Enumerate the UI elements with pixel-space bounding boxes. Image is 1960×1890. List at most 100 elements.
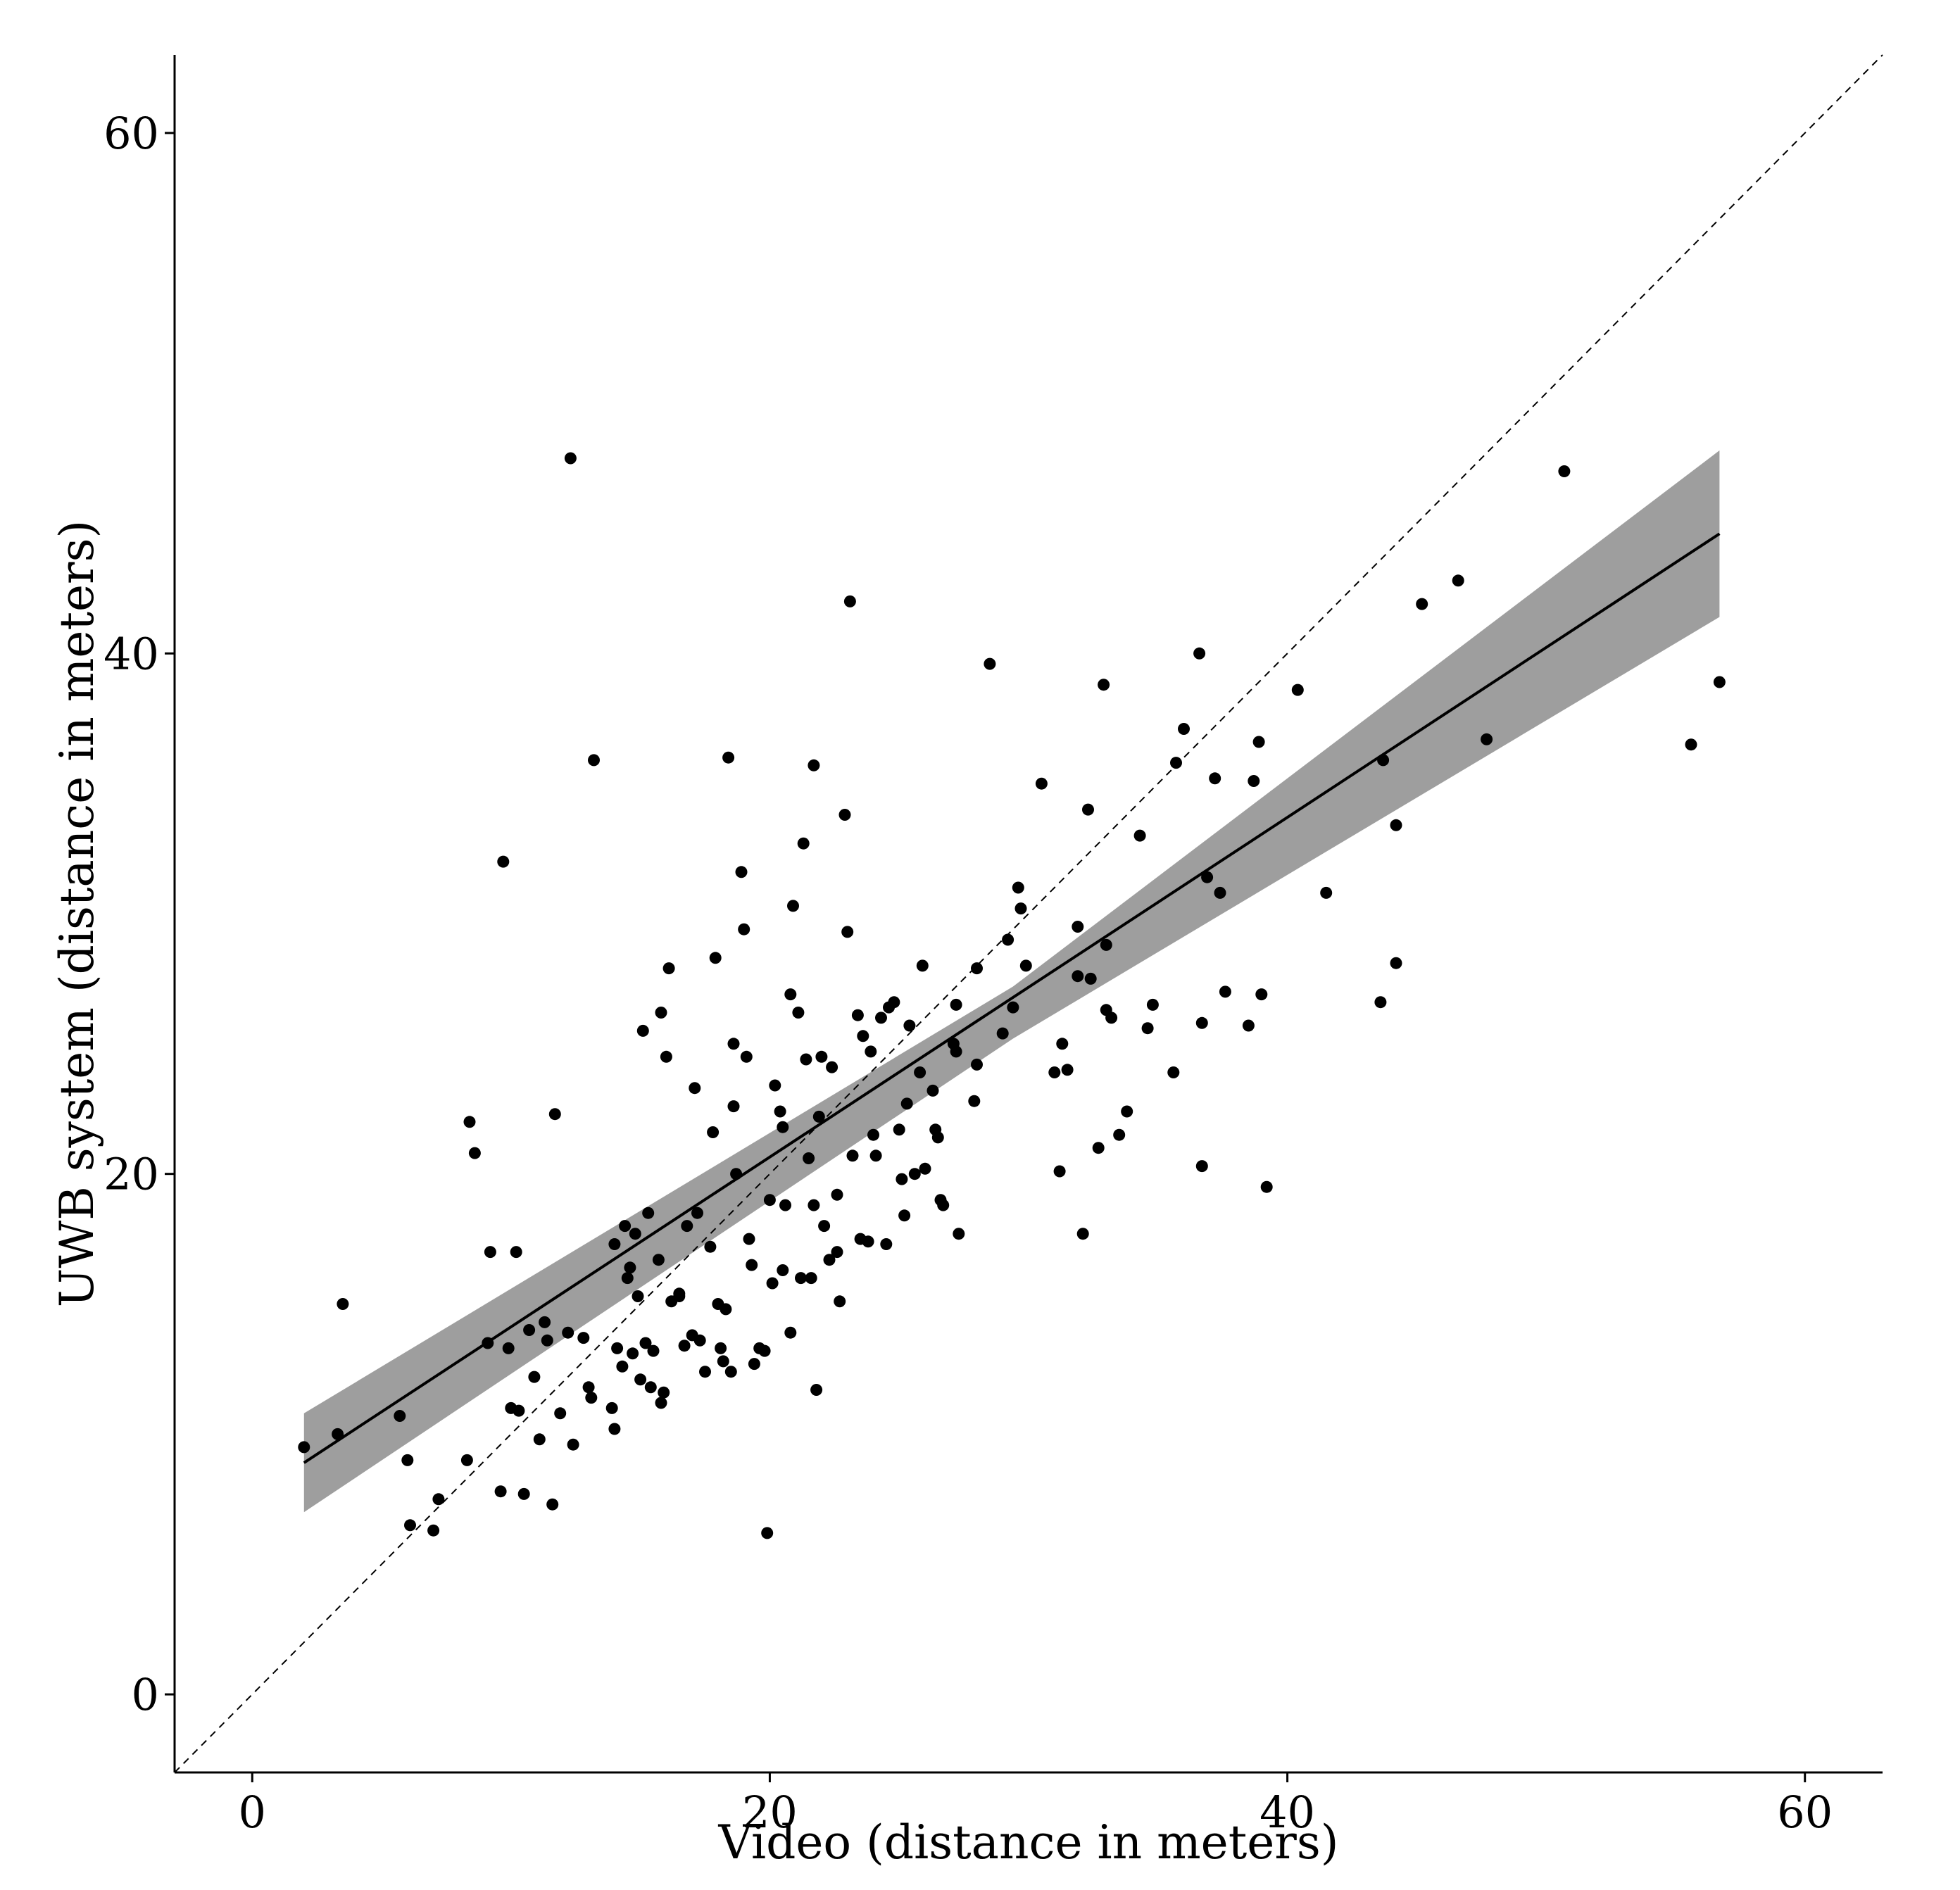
data-point	[1374, 996, 1387, 1009]
x-tick-label: 60	[1777, 1787, 1833, 1838]
data-point	[1390, 819, 1402, 831]
data-point	[605, 1401, 618, 1414]
data-point	[616, 1360, 629, 1373]
data-point	[660, 1050, 672, 1063]
data-point	[1084, 972, 1097, 985]
data-point	[730, 1168, 743, 1180]
data-point	[673, 1290, 686, 1302]
data-point	[903, 1019, 916, 1032]
data-point	[735, 866, 748, 878]
data-point	[546, 1498, 559, 1511]
data-point	[1390, 957, 1402, 969]
data-point	[1201, 871, 1214, 883]
data-point	[971, 962, 983, 975]
data-point	[1167, 1066, 1180, 1078]
data-point	[1248, 775, 1260, 787]
data-point	[634, 1373, 647, 1386]
data-point	[337, 1298, 349, 1310]
data-point	[803, 1152, 815, 1164]
data-point	[1320, 886, 1333, 899]
data-point	[567, 1438, 579, 1451]
data-point	[805, 1272, 817, 1285]
data-point	[777, 1264, 789, 1276]
data-point	[758, 1344, 771, 1357]
data-point	[950, 998, 962, 1011]
data-point	[851, 1009, 864, 1021]
data-point	[1209, 772, 1221, 785]
data-point	[831, 1188, 843, 1201]
data-point	[867, 1128, 879, 1141]
data-point	[738, 923, 750, 935]
data-point	[608, 1238, 621, 1250]
data-point	[432, 1493, 445, 1506]
data-point	[693, 1334, 706, 1347]
data-point	[497, 855, 510, 868]
data-point	[1082, 803, 1094, 816]
data-point	[562, 1326, 574, 1339]
data-point	[743, 1233, 755, 1245]
data-point	[857, 1030, 869, 1042]
data-point	[787, 900, 799, 912]
axes-layer	[173, 55, 1883, 1774]
data-point	[627, 1347, 639, 1360]
data-point	[585, 1392, 598, 1404]
data-point	[548, 1108, 561, 1121]
data-point	[619, 1220, 632, 1233]
data-point	[528, 1371, 541, 1383]
data-point	[678, 1340, 691, 1352]
data-point	[332, 1428, 344, 1440]
data-point	[513, 1404, 525, 1417]
data-point	[916, 959, 929, 972]
data-point	[1105, 1012, 1118, 1024]
data-point	[564, 452, 577, 465]
data-point	[709, 952, 722, 964]
data-point	[463, 1116, 476, 1128]
data-point	[800, 1053, 812, 1066]
data-point	[608, 1423, 621, 1435]
fit-line	[303, 532, 1721, 1464]
data-point	[865, 1045, 877, 1058]
data-point	[777, 1121, 789, 1133]
data-point	[1146, 998, 1159, 1011]
data-point	[1012, 881, 1024, 894]
data-point	[636, 1024, 649, 1037]
data-point	[510, 1246, 522, 1259]
identity-line	[174, 54, 1883, 1773]
data-point	[908, 1168, 921, 1180]
data-point	[460, 1454, 473, 1466]
data-point	[727, 1100, 740, 1113]
data-points-layer	[298, 452, 1726, 1539]
data-point	[937, 1199, 950, 1211]
data-point	[740, 1050, 753, 1063]
ticks-layer: 0 20 40 60 0 20 40 60	[103, 108, 1833, 1838]
data-point	[621, 1272, 634, 1285]
data-point	[875, 1012, 887, 1024]
data-point	[629, 1228, 641, 1240]
data-point	[689, 1082, 701, 1095]
data-point	[888, 996, 900, 1009]
data-point	[971, 1058, 983, 1071]
y-tick-label: 20	[103, 1149, 159, 1200]
y-tick-label: 0	[132, 1669, 159, 1720]
data-point	[746, 1259, 758, 1271]
data-point	[784, 988, 797, 1001]
data-point	[834, 1295, 846, 1308]
x-tick-label: 0	[239, 1787, 266, 1838]
data-point	[1219, 985, 1231, 998]
data-point	[823, 1254, 836, 1266]
data-point	[1014, 902, 1027, 915]
data-point	[1061, 1064, 1074, 1076]
data-point	[841, 926, 854, 938]
x-axis-title: Video (distance in meters)	[718, 1815, 1339, 1870]
data-point	[704, 1240, 717, 1253]
data-point	[1252, 736, 1265, 748]
data-point	[968, 1095, 981, 1107]
data-point	[401, 1454, 414, 1466]
data-point	[717, 1355, 729, 1368]
data-point	[427, 1524, 440, 1537]
fit-line-layer	[303, 532, 1721, 1464]
data-point	[1178, 723, 1190, 735]
